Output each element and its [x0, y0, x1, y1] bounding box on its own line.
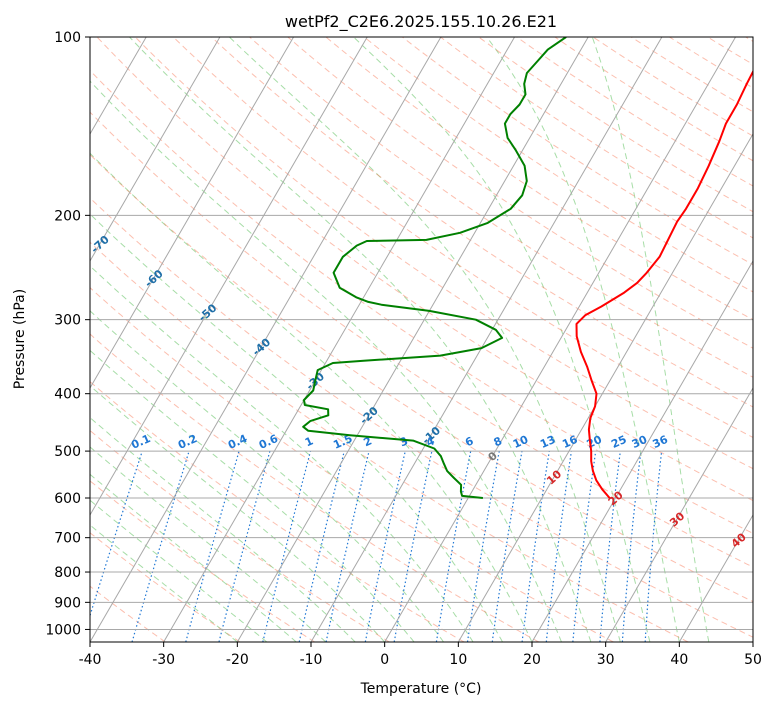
isotherm-line [678, 513, 753, 642]
x-axis-label: Temperature (°C) [360, 681, 482, 697]
isotherm-line [236, 37, 589, 642]
mixing-ratio-line [621, 451, 642, 642]
isotherm-line [90, 37, 294, 389]
sounding-line [575, 69, 753, 499]
x-axis-ticks: -40 -30 -20 -10 0 10 20 30 40 50 [79, 642, 762, 668]
y-tick-label: 400 [54, 387, 81, 403]
isotherm-line [90, 37, 368, 516]
dry-adiabat [172, 37, 753, 439]
dry-adiabat [96, 37, 753, 502]
sounding-line [302, 37, 567, 499]
x-tick-label: 0 [380, 652, 389, 668]
mixing-ratio-label: 36 [651, 433, 671, 451]
y-tick-label: 100 [54, 30, 81, 46]
isotherm-line [531, 259, 753, 642]
chart-title: wetPf2_C2E6.2025.155.10.26.E21 [285, 12, 557, 32]
y-tick-label: 500 [54, 444, 81, 460]
moist-adiabat [90, 446, 327, 642]
y-tick-label: 800 [54, 565, 81, 581]
mixing-ratio-line [262, 450, 312, 642]
x-tick-label: -40 [79, 652, 102, 668]
mixing-ratio-label: 30 [630, 433, 650, 451]
dry-adiabat [210, 37, 753, 408]
dry-adiabat [90, 381, 465, 642]
x-tick-label: -20 [226, 652, 249, 668]
x-tick-label: 30 [597, 652, 615, 668]
mixing-ratio-line [218, 450, 271, 642]
mixing-ratio-line [545, 451, 572, 642]
x-tick-label: 10 [449, 652, 467, 668]
y-axis-label: Pressure (hPa) [12, 289, 28, 389]
dry-adiabat [90, 532, 241, 642]
sounding-profiles [302, 37, 753, 499]
isotherm-line [310, 37, 663, 642]
moist-adiabat [90, 416, 356, 642]
y-tick-label: 300 [54, 313, 81, 329]
mixing-ratio-line [521, 451, 550, 642]
mixing-ratio-lines [90, 450, 663, 642]
y-axis-ticks: 100 200 300 400 500 600 700 800 900 1000 [45, 30, 90, 638]
moist-adiabat [90, 80, 562, 642]
dry-adiabat [325, 37, 753, 321]
moist-adiabat [129, 37, 592, 642]
moist-adiabat [90, 473, 297, 642]
dry-adiabat [90, 197, 753, 638]
moist-adiabat [353, 37, 651, 642]
skewed-isotherms [90, 37, 753, 642]
plot-frame [89, 36, 754, 643]
dry-adiabat [90, 429, 390, 642]
isotherm-line [384, 37, 736, 642]
y-tick-label: 1000 [45, 622, 81, 638]
moist-adiabat [591, 37, 710, 642]
isotherm-line [90, 37, 221, 262]
mixing-ratio-line [131, 450, 190, 642]
mixing-ratio-label: 25 [609, 433, 628, 451]
mixing-ratio-line [325, 450, 370, 642]
moist-adiabat [486, 37, 680, 642]
mixing-ratio-line [298, 450, 345, 642]
dry-adiabat [90, 111, 753, 568]
y-tick-label: 700 [54, 531, 81, 547]
isotherm-line [163, 37, 515, 642]
isotherm-line [457, 132, 753, 642]
moist-adiabat [90, 213, 503, 642]
plot-area: -100-90-80-70-60-50-40-30-20-10010203040… [90, 37, 753, 642]
moist-adiabat [228, 37, 621, 642]
dry-adiabats [90, 37, 753, 642]
dry-adiabat [363, 37, 753, 293]
mixing-ratio-label: 16 [560, 433, 580, 451]
dry-adiabat [90, 241, 689, 642]
x-tick-label: 50 [744, 652, 762, 668]
mixing-ratio-line [491, 450, 523, 642]
mixing-ratio-line [185, 450, 240, 642]
dry-adiabat [90, 585, 166, 642]
moist-adiabat [90, 265, 474, 642]
moist-adiabat [90, 310, 444, 642]
x-tick-label: 20 [523, 652, 541, 668]
x-tick-label: 40 [670, 652, 688, 668]
isotherm-line [605, 386, 753, 642]
y-tick-label: 200 [54, 208, 81, 224]
mixing-ratio-label: 10 [511, 433, 531, 451]
x-tick-label: -30 [152, 652, 175, 668]
dry-adiabat [90, 69, 753, 534]
mixing-ratio-line [599, 451, 621, 642]
mixing-ratio-label: 13 [538, 433, 557, 451]
moist-adiabat [90, 152, 533, 642]
mixing-ratio-line [644, 451, 663, 642]
mixing-ratio-line [572, 451, 597, 642]
x-tick-label: -10 [300, 652, 323, 668]
moist-adiabats [90, 37, 710, 642]
y-tick-label: 900 [54, 595, 81, 611]
y-tick-label: 600 [54, 491, 81, 507]
isotherm-line [90, 37, 442, 642]
moist-adiabat [90, 385, 386, 642]
